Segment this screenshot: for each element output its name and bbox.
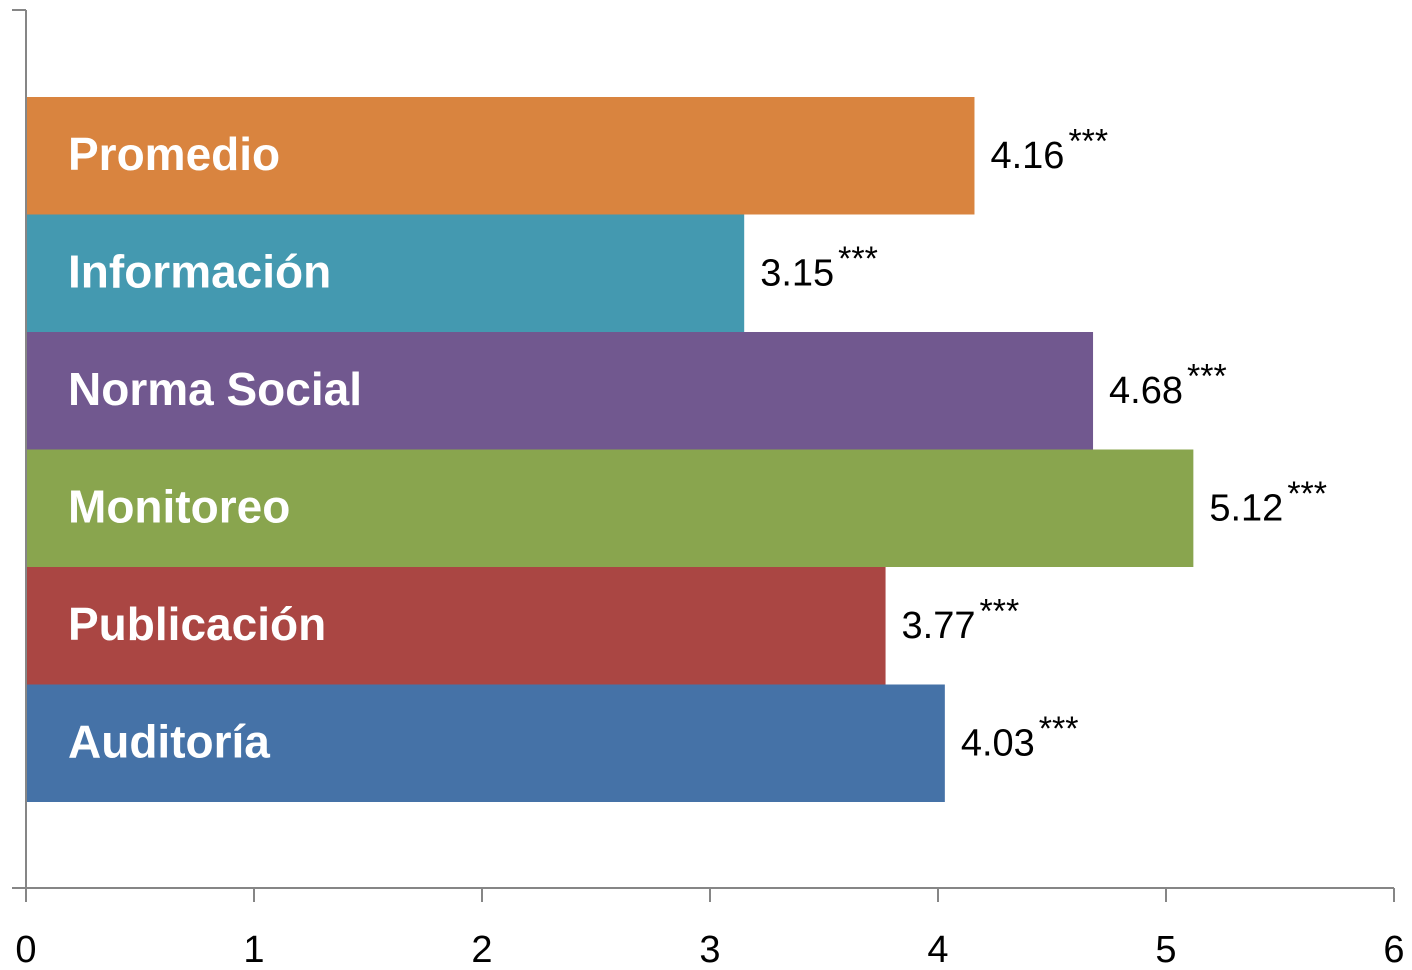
x-tick-label: 3 <box>699 929 720 970</box>
category-label: Monitoreo <box>68 480 290 532</box>
category-label: Promedio <box>68 128 280 180</box>
x-tick-label: 4 <box>927 929 948 970</box>
x-tick-label: 0 <box>15 929 36 970</box>
category-label: Información <box>68 245 331 297</box>
value-label: 4.03 <box>961 722 1035 764</box>
bar <box>26 449 1194 567</box>
value-label: 4.16 <box>990 135 1064 177</box>
bar <box>26 214 745 332</box>
bar <box>26 567 886 685</box>
value-label: 5.12 <box>1209 487 1283 529</box>
bar <box>26 332 1094 450</box>
significance-label: *** <box>980 593 1020 631</box>
significance-label: *** <box>1068 123 1108 161</box>
value-label: 4.68 <box>1109 370 1183 412</box>
significance-label: *** <box>1187 358 1227 396</box>
significance-label: *** <box>838 240 878 278</box>
bar <box>26 684 945 802</box>
x-tick-label: 1 <box>243 929 264 970</box>
category-label: Norma Social <box>68 363 362 415</box>
significance-label: *** <box>1039 710 1079 748</box>
x-tick-label: 5 <box>1155 929 1176 970</box>
bar <box>26 97 975 215</box>
category-label: Publicación <box>68 598 326 650</box>
significance-label: *** <box>1287 475 1327 513</box>
category-label: Auditoría <box>68 715 270 767</box>
x-tick-label: 6 <box>1383 929 1404 970</box>
x-tick-label: 2 <box>471 929 492 970</box>
value-label: 3.77 <box>902 605 976 647</box>
value-label: 3.15 <box>760 252 834 294</box>
